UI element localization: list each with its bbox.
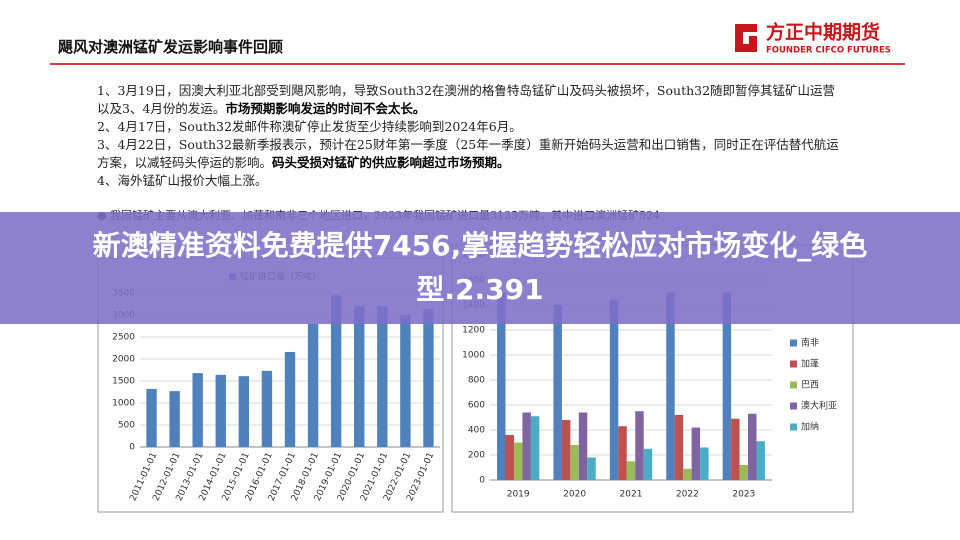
y-tick-label: 500 <box>118 421 135 431</box>
bar <box>666 292 675 480</box>
bullet-text: 2、4月17日，South32发邮件称澳矿停止发货至少持续影响到2024年6月。 <box>97 119 522 134</box>
legend-label: 巴西 <box>801 380 819 391</box>
y-tick-label: 1000 <box>462 351 485 361</box>
bar <box>423 309 434 447</box>
x-tick-label: 2022 <box>676 490 699 500</box>
bullet-emphasis: 市场预期影响发运的时间不会太长。 <box>225 101 426 116</box>
legend-swatch <box>790 402 797 410</box>
legend-label: 南非 <box>801 337 819 349</box>
banner-text: 新澳精准资料免费提供7456,掌握趋势轻松应对市场变化_绿色型.2.391 <box>92 229 868 306</box>
y-tick-label: 1200 <box>462 326 485 336</box>
bar <box>756 441 765 480</box>
bar <box>722 292 732 480</box>
bar <box>192 373 203 447</box>
bar <box>169 391 180 447</box>
banner: 新澳精准资料免费提供7456,掌握趋势轻松应对市场变化_绿色型.2.391 <box>0 212 960 324</box>
bar <box>330 295 342 447</box>
bullet-emphasis: 码头受损对锰矿的供应影响超过市场预期。 <box>272 155 510 170</box>
bullet: 1、3月19日，因澳大利亚北部受到飓风影响，导致South32在澳洲的格鲁特岛锰… <box>97 82 847 118</box>
legend-label: 澳大利亚 <box>801 400 837 412</box>
x-tick-label: 2021 <box>620 490 643 500</box>
legend-swatch <box>790 381 797 389</box>
bar <box>354 306 365 447</box>
bar <box>561 420 571 480</box>
bar <box>553 305 562 480</box>
bullet-text: 3、4月22日，South32最新季报表示，预计在25财年第一季度（25年一季度… <box>97 137 839 170</box>
bar <box>683 468 692 480</box>
logo-name: 方正中期期货 <box>766 21 880 44</box>
y-tick-label: 0 <box>129 443 135 453</box>
legend-swatch <box>790 423 797 431</box>
bar <box>691 427 701 480</box>
x-tick-label: 2019 <box>507 490 530 500</box>
bar <box>284 351 296 447</box>
y-tick-label: 0 <box>479 476 485 486</box>
legend-swatch <box>790 360 797 368</box>
legend-swatch <box>790 339 797 347</box>
bar <box>570 445 579 480</box>
y-tick-label: 1000 <box>112 399 135 409</box>
y-tick-label: 1500 <box>112 377 135 387</box>
logo-icon <box>735 24 757 52</box>
y-tick-label: 800 <box>468 376 485 386</box>
bar <box>307 323 319 447</box>
bar <box>522 412 531 480</box>
bullet-text: 4、海外锰矿山报价大幅上涨。 <box>97 173 268 188</box>
bar <box>215 374 226 447</box>
legend-label: 加蓬 <box>801 358 819 370</box>
y-tick-label: 2000 <box>112 355 135 365</box>
bar <box>700 447 709 480</box>
bar <box>609 300 619 480</box>
bar <box>497 292 506 480</box>
logo-en: FOUNDER CIFCO FUTURES <box>766 46 891 56</box>
bar <box>618 426 627 480</box>
x-tick-label: 2020 <box>563 490 586 500</box>
bar <box>739 465 749 480</box>
bar <box>400 315 411 447</box>
y-tick-label: 2500 <box>112 333 135 343</box>
bullet-list: 1、3月19日，因澳大利亚北部受到飓风影响，导致South32在澳洲的格鲁特岛锰… <box>97 82 847 190</box>
bullet: 3、4月22日，South32最新季报表示，预计在25财年第一季度（25年一季度… <box>97 136 847 172</box>
bar <box>748 413 757 480</box>
bullet: 2、4月17日，South32发邮件称澳矿停止发货至少持续影响到2024年6月。 <box>97 118 847 136</box>
x-tick-label: 2023 <box>732 490 755 500</box>
bar <box>635 411 644 480</box>
bar <box>530 416 540 480</box>
bar <box>578 412 588 480</box>
bar <box>146 388 157 447</box>
y-tick-label: 600 <box>468 401 485 411</box>
bar <box>587 457 596 480</box>
bullet: 4、海外锰矿山报价大幅上涨。 <box>97 172 847 190</box>
bar <box>674 415 684 480</box>
bar <box>377 306 388 447</box>
slide-title: 飓风对澳洲锰矿发运影响事件回顾 <box>58 38 284 56</box>
bar <box>643 448 653 480</box>
bar <box>513 442 523 480</box>
bar <box>626 461 636 480</box>
y-tick-label: 400 <box>468 426 485 436</box>
y-tick-label: 200 <box>468 451 485 461</box>
bar <box>731 418 740 480</box>
logo-icon-dot <box>749 36 757 44</box>
bar <box>238 376 250 447</box>
bar <box>505 435 514 480</box>
bullet-text: 1、3月19日，因澳大利亚北部受到飓风影响，导致South32在澳洲的格鲁特岛锰… <box>97 83 836 116</box>
bar <box>261 370 273 447</box>
legend-label: 加纳 <box>801 421 819 433</box>
